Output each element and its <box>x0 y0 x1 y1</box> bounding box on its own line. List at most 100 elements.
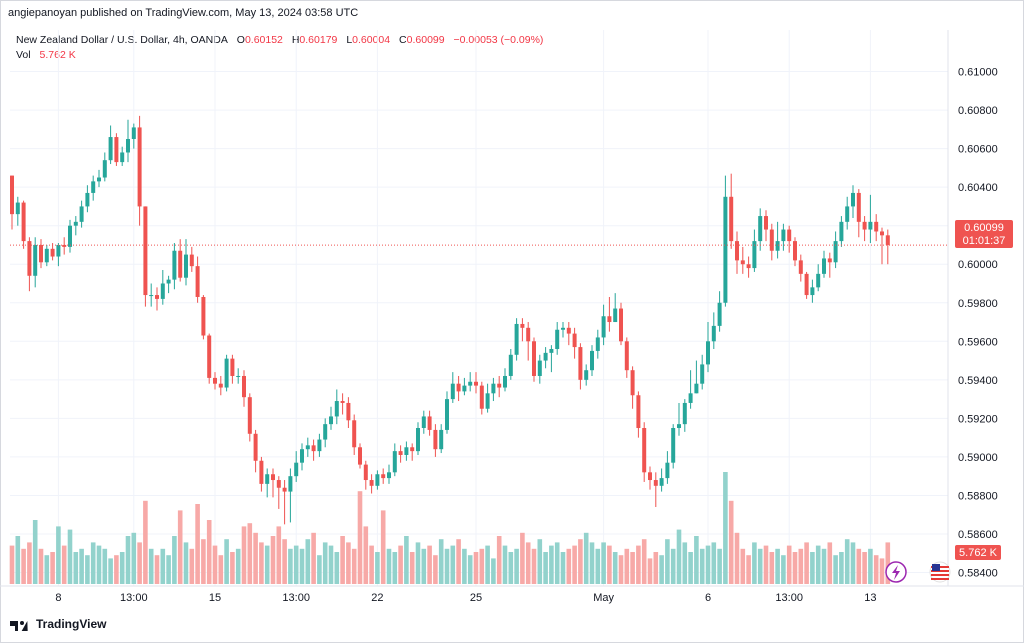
volume-value: 5.762 K <box>39 49 76 61</box>
volume-bar <box>723 472 728 584</box>
volume-bar <box>485 545 490 584</box>
volume-row: Vol 5.762 K <box>16 48 543 63</box>
candle-body <box>149 295 154 297</box>
candle-body <box>456 383 461 392</box>
volume-bar <box>270 536 276 584</box>
volume-bar <box>549 545 554 584</box>
candle-body <box>845 206 850 222</box>
volume-bar <box>496 536 502 584</box>
volume-bar <box>108 558 113 584</box>
volume-bar <box>79 548 84 584</box>
volume-bar <box>810 552 815 584</box>
volume-bar <box>351 548 357 584</box>
candle-body <box>259 460 264 484</box>
candle-body <box>775 241 780 251</box>
volume-bar <box>873 555 879 584</box>
candle-body <box>398 451 403 455</box>
x-tick-label: 22 <box>371 592 383 604</box>
candle-body <box>213 377 217 384</box>
candle-body <box>323 424 328 440</box>
volume-bar <box>166 555 171 584</box>
x-tick-label: 13:00 <box>282 592 310 604</box>
volume-bar <box>172 536 177 584</box>
candle-body <box>218 383 223 388</box>
volume-bar <box>862 552 867 584</box>
candle-body <box>410 447 415 452</box>
volume-bar <box>560 552 566 584</box>
candle-body <box>97 177 101 182</box>
candle-body <box>317 439 322 452</box>
volume-bar <box>235 548 241 584</box>
candle-body <box>624 341 629 371</box>
candle-body <box>537 360 542 376</box>
x-tick-label: 15 <box>209 592 221 604</box>
volume-bar <box>293 545 299 584</box>
volume-bar <box>85 555 90 584</box>
y-tick-label: 0.61000 <box>958 67 998 79</box>
candle-body <box>462 385 467 392</box>
volume-bar <box>578 539 583 584</box>
volume-bar <box>502 545 508 584</box>
volume-bar <box>879 558 885 584</box>
candle-body <box>143 206 148 296</box>
tradingview-logo-icon <box>10 618 31 631</box>
candle-body <box>810 287 815 296</box>
volume-bar <box>438 539 444 584</box>
volume-bar <box>595 548 601 584</box>
volume-bar <box>665 539 670 584</box>
volume-bar <box>61 545 67 584</box>
volume-bar <box>212 545 218 584</box>
candle-body <box>856 192 861 222</box>
volume-bar <box>143 500 148 584</box>
volume-bar <box>206 520 212 584</box>
candle-body <box>439 429 444 450</box>
candle-body <box>659 478 664 486</box>
volume-bar <box>38 548 44 584</box>
lightning-icon[interactable] <box>885 561 907 583</box>
candle-body <box>793 241 797 261</box>
candle-body <box>253 433 258 461</box>
volume-bar <box>694 536 699 584</box>
volume-bar <box>827 542 833 584</box>
volume-bar <box>670 548 676 584</box>
y-tick-label: 0.60000 <box>958 259 998 271</box>
candle-body <box>358 447 362 465</box>
x-tick-label: 6 <box>705 592 711 604</box>
volume-bar <box>317 555 322 584</box>
volume-bar <box>653 552 659 584</box>
volume-bar <box>415 542 421 584</box>
volume-bar <box>781 555 786 584</box>
low-label: L <box>346 34 353 46</box>
volume-bar <box>183 542 189 584</box>
volume-bar <box>421 548 427 584</box>
candle-body <box>781 229 786 242</box>
candle-body <box>201 296 206 336</box>
volume-bar <box>525 542 531 584</box>
volume-bar <box>775 548 780 584</box>
candle-body <box>236 375 241 377</box>
candle-body <box>474 381 478 386</box>
candle-body <box>636 395 641 429</box>
volume-bar <box>398 545 403 584</box>
candle-body <box>601 316 606 338</box>
symbol-title[interactable]: New Zealand Dollar / U.S. Dollar, 4h, OA… <box>16 34 228 46</box>
candle-body <box>27 241 32 276</box>
volume-bar <box>154 555 160 584</box>
footer-brand[interactable]: TradingView <box>10 617 106 631</box>
price-badge: 0.60099 01:01:37 <box>955 220 1013 248</box>
volume-bar <box>369 545 374 584</box>
candle-body <box>555 329 560 350</box>
candle-body <box>404 447 409 455</box>
candle-body <box>50 248 55 257</box>
candle-body <box>590 350 594 371</box>
volume-bar <box>537 539 543 584</box>
candle-body <box>717 302 722 326</box>
volume-bar <box>299 548 305 584</box>
candle-body <box>613 308 618 323</box>
us-flag-icon[interactable] <box>929 561 951 583</box>
candle-body <box>653 480 658 486</box>
candle-body <box>758 216 763 242</box>
candle-body <box>706 341 710 365</box>
candle-body <box>44 248 49 263</box>
